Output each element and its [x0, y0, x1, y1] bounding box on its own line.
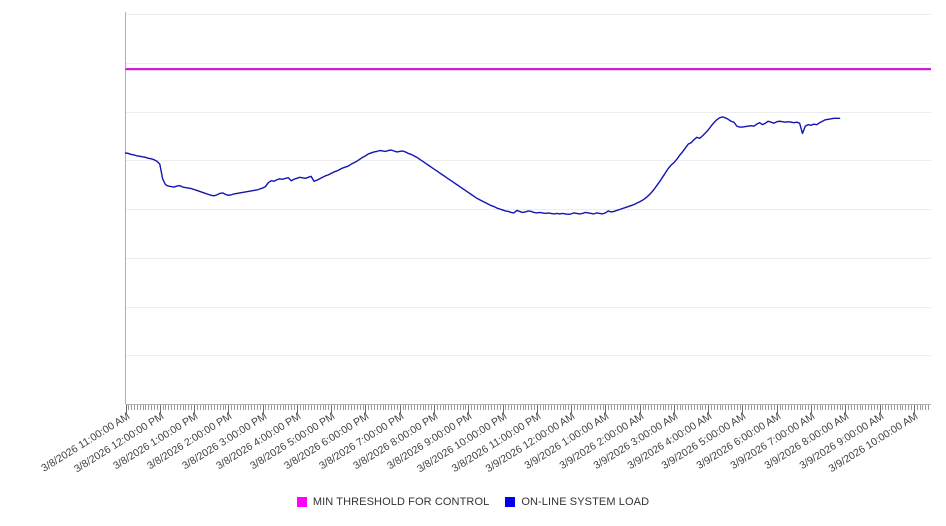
x-major-ticks	[126, 405, 915, 413]
legend-swatch-magenta	[296, 497, 307, 507]
legend-label-min-threshold: MIN THRESHOLD FOR CONTROL	[312, 496, 490, 508]
legend-item-min-threshold: MIN THRESHOLD FOR CONTROL	[296, 496, 490, 508]
y-gridlines	[125, 14, 931, 356]
x-axis-tick-labels: 3/8/2026 11:00:00 AM3/8/2026 12:00:00 PM…	[39, 410, 920, 475]
chart-legend: MIN THRESHOLD FOR CONTROL ON-LINE SYSTEM…	[0, 496, 946, 508]
legend-label-system-load: ON-LINE SYSTEM LOAD	[521, 496, 650, 508]
x-minor-ticks	[126, 405, 929, 410]
series-on-line-system-load	[124, 116, 841, 216]
legend-swatch-blue	[505, 497, 516, 507]
legend-item-system-load: ON-LINE SYSTEM LOAD	[505, 496, 649, 508]
